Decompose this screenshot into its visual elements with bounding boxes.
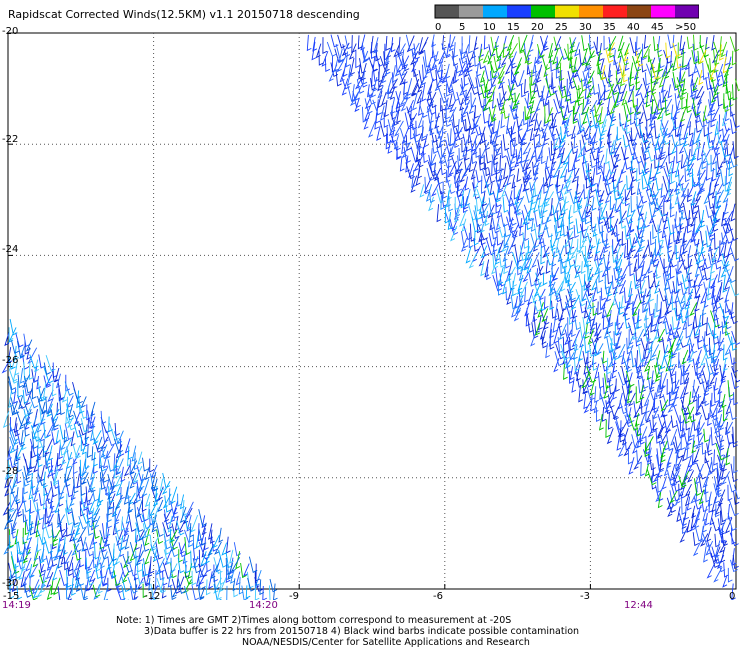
legend-swatch [627,5,651,18]
footnotes: Note: 1) Times are GMT 2)Times along bot… [116,615,579,648]
legend-swatch [555,5,579,18]
note-line-1: Note: 1) Times are GMT 2)Times along bot… [116,615,512,626]
legend-label: 20 [531,22,544,33]
legend-swatch [507,5,531,18]
legend-swatch [603,5,627,18]
legend-swatch [531,5,555,18]
legend-label: 35 [603,22,616,33]
lon-label-1: -12 [144,591,161,602]
lat-label-2: -24 [2,244,19,255]
legend-label: 25 [555,22,568,33]
lon-label-3: -6 [433,591,443,602]
legend-label: 40 [627,22,640,33]
lat-label-0: -20 [2,26,19,37]
wind-barb-group [601,42,728,86]
legend-label: 45 [651,22,664,33]
map-title: Rapidscat Corrected Winds(12.5KM) v1.1 2… [8,8,360,21]
note-line-2: 3)Data buffer is 22 hrs from 20150718 4)… [144,626,580,637]
legend-swatch [435,5,459,18]
legend-label: 10 [483,22,496,33]
plot-frame [7,32,737,590]
time-label-0: 14:19 [2,600,31,611]
legend-label: >50 knots [675,22,699,33]
lon-label-0: -15 [3,591,20,602]
legend-swatch [483,5,507,18]
legend-label: 5 [459,22,465,33]
grid-lines [7,32,737,590]
legend-swatch [675,5,699,18]
wind-barb-group [8,111,738,600]
legend-swatch [651,5,675,18]
time-label-1: 14:20 [249,600,278,611]
lat-label-1: -22 [2,134,19,145]
lat-label-4: -28 [2,466,19,477]
legend-label: 0 [435,22,441,33]
wind-speed-legend: 0 5 10 15 20 25 30 35 40 45 >50 knots [434,4,699,33]
lon-label-2: -9 [289,591,299,602]
wind-map [1,32,740,600]
lat-label-5: -30 [2,578,19,589]
wind-barb-group [3,127,738,600]
legend-label: 30 [579,22,592,33]
wind-barb-group [9,34,738,600]
legend-swatch [579,5,603,18]
note-line-3: NOAA/NESDIS/Center for Satellite Applica… [242,637,530,648]
wind-barb-group [7,34,740,600]
lon-label-5: 0 [729,591,736,602]
wind-barb-group [3,339,278,600]
legend-swatch [459,5,483,18]
time-label-2: 12:44 [624,600,653,611]
legend-frame [434,4,699,19]
wind-barbs [1,34,740,600]
lat-label-3: -26 [2,355,19,366]
legend-label: 15 [507,22,520,33]
lon-label-4: -3 [580,591,590,602]
